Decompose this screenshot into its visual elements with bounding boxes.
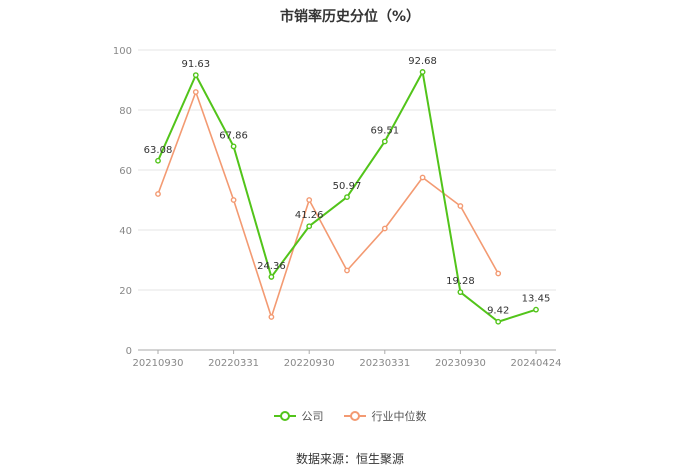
- data-label: 24.36: [257, 261, 286, 272]
- source-note: 数据来源：恒生聚源: [295, 452, 404, 466]
- x-tick-label: 20240424: [511, 358, 562, 369]
- legend-swatch-company: [273, 411, 296, 421]
- data-labels: 63.08 91.63 67.86 24.36 41.26 50.97 69.51 92.68…: [144, 56, 551, 317]
- data-point-company: [192, 72, 199, 79]
- data-label: 9.42: [487, 306, 509, 317]
- data-label: 19.28: [446, 276, 475, 287]
- x-tick-label: 20210930: [133, 358, 184, 369]
- data-point-company: [344, 194, 350, 200]
- data-label: 92.68: [408, 56, 437, 67]
- x-tick-label: 20230331: [359, 358, 410, 369]
- y-tick-label: 100: [113, 46, 132, 57]
- data-point-industry: [230, 197, 237, 203]
- data-point-industry: [344, 267, 350, 274]
- x-tick-label: 20230930: [435, 358, 486, 369]
- data-point-company: [457, 289, 464, 296]
- x-tick-label: 20220930: [284, 358, 335, 369]
- legend-item-company[interactable]: 公司: [273, 408, 324, 424]
- data-label: 63.08: [144, 145, 173, 156]
- data-label: 50.97: [333, 181, 362, 192]
- x-tick-label: 20220331: [208, 358, 259, 369]
- gridlines: [138, 49, 556, 351]
- data-point-industry: [495, 270, 502, 277]
- y-tick-label: 20: [119, 286, 132, 297]
- data-label: 91.63: [181, 59, 210, 70]
- axes: 0 20 40 60 80 100 20210930 20220331 20220930 2023…: [113, 46, 562, 369]
- legend-item-industry[interactable]: 行业中位数: [343, 408, 427, 424]
- data-point-industry: [419, 174, 426, 181]
- legend-label-industry: 行业中位数: [371, 410, 427, 423]
- data-point-company: [533, 306, 539, 313]
- series-layer: [155, 69, 539, 325]
- data-point-industry: [306, 197, 313, 203]
- data-label: 67.86: [219, 130, 248, 141]
- data-point-company: [306, 223, 313, 230]
- series-line-industry: [157, 91, 499, 318]
- data-point-company: [381, 138, 388, 145]
- data-point-company: [495, 318, 502, 325]
- data-label: 13.45: [522, 294, 551, 305]
- data-point-industry: [268, 314, 275, 320]
- data-label: 69.51: [370, 125, 399, 136]
- y-tick-label: 0: [126, 346, 132, 357]
- data-point-company: [230, 143, 237, 150]
- data-point-company: [268, 274, 275, 280]
- chart-title: 市销率历史分位（%）: [279, 9, 421, 25]
- y-tick-label: 60: [119, 166, 132, 177]
- legend-swatch-industry: [343, 411, 366, 421]
- data-point-company: [419, 69, 426, 75]
- data-label: 41.26: [295, 210, 324, 221]
- legend-label-company: 公司: [301, 410, 324, 423]
- data-point-industry: [192, 89, 199, 95]
- data-point-industry: [457, 203, 464, 209]
- legend: 公司 行业中位数: [0, 408, 700, 424]
- data-point-industry: [381, 225, 388, 232]
- data-point-industry: [155, 191, 161, 197]
- data-point-company: [155, 157, 161, 164]
- y-tick-label: 40: [119, 226, 132, 237]
- y-tick-label: 80: [119, 106, 132, 117]
